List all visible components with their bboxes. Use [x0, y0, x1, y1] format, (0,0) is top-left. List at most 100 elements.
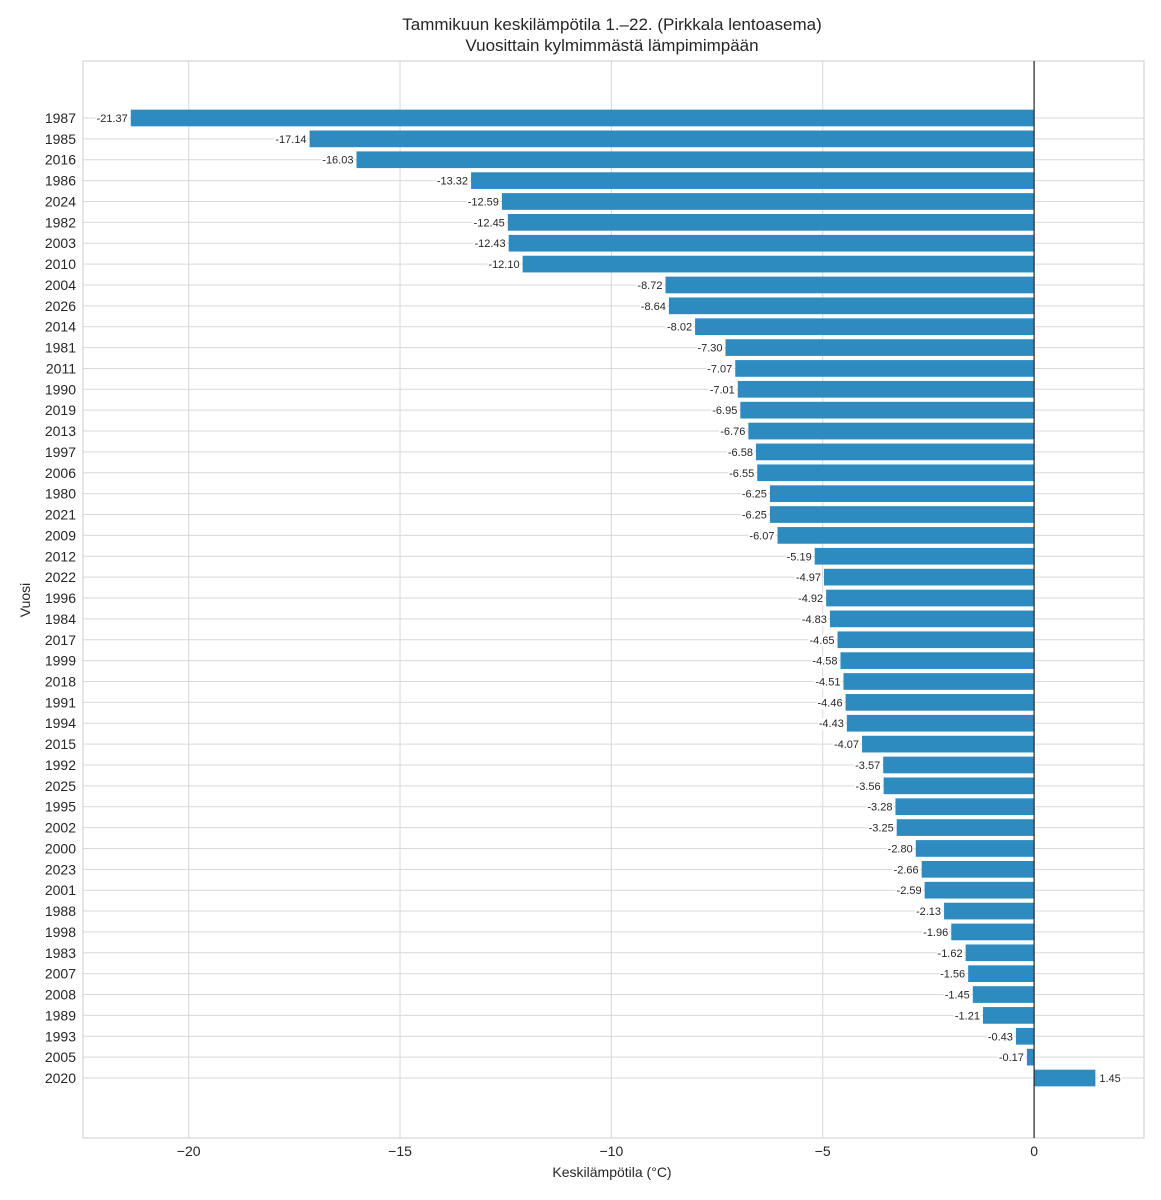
- bar: [921, 860, 1035, 878]
- bar: [735, 360, 1035, 377]
- bar-label-background: [274, 133, 308, 146]
- y-tick-label: 2010: [45, 256, 76, 272]
- x-tick-label: −10: [600, 1143, 624, 1159]
- bar-value-label: -7.07: [707, 363, 732, 375]
- y-tick-label: 2016: [45, 152, 76, 168]
- bar-value-label: -6.25: [742, 510, 767, 522]
- bar: [665, 276, 1035, 294]
- bar-value-label: -2.59: [897, 885, 922, 897]
- bar-value-label: -8.64: [641, 301, 666, 313]
- y-tick-label: 2026: [45, 298, 76, 314]
- y-tick-label: 1980: [45, 486, 76, 502]
- y-tick-label: 2007: [45, 966, 76, 982]
- bar-value-label: -4.46: [817, 697, 842, 709]
- bar-value-label: -12.45: [474, 217, 505, 229]
- y-tick-label: 1997: [45, 444, 76, 460]
- bar: [982, 1007, 1035, 1024]
- chart-title: Tammikuun keskilämpötila 1.–22. (Pirkkal…: [402, 15, 822, 34]
- y-tick-label: 1989: [45, 1007, 76, 1023]
- bar: [740, 401, 1035, 419]
- bar-value-label: -16.03: [322, 155, 353, 167]
- bar: [965, 944, 1035, 962]
- bar-label-background: [636, 279, 664, 292]
- bar-label-background: [886, 843, 914, 856]
- bar-value-label: -17.14: [275, 134, 306, 146]
- bar: [769, 485, 1035, 503]
- bar-label-background: [867, 822, 895, 835]
- bar-label-background: [854, 759, 882, 772]
- x-tick-label: −15: [388, 1143, 412, 1159]
- bar-value-label: -7.01: [710, 384, 735, 396]
- x-axis-label: Keskilämpötila (°C): [552, 1164, 671, 1180]
- bar-value-label: -5.19: [787, 551, 812, 563]
- bar: [951, 923, 1035, 941]
- bar: [840, 652, 1035, 669]
- bar-value-label: -6.76: [720, 426, 745, 438]
- bar-label-background: [435, 175, 470, 188]
- y-tick-label: 1999: [45, 653, 76, 669]
- bar-label-background: [726, 446, 754, 459]
- bar: [845, 694, 1035, 711]
- bar: [725, 339, 1035, 356]
- bar-value-label: -0.43: [988, 1031, 1013, 1043]
- bar-value-label: -6.07: [749, 530, 774, 542]
- bar-label-background: [953, 1010, 981, 1023]
- y-tick-label: 1991: [45, 694, 76, 710]
- bar-label-background: [472, 217, 506, 230]
- bar-label-background: [811, 655, 839, 668]
- bar: [843, 673, 1035, 690]
- bar-label-background: [740, 509, 768, 522]
- bar-value-label: 1.45: [1099, 1073, 1120, 1085]
- bar: [737, 380, 1035, 398]
- y-tick-label: 2015: [45, 736, 76, 752]
- y-tick-label: 2017: [45, 632, 76, 648]
- bar-label-background: [719, 426, 747, 439]
- y-tick-label: 1995: [45, 799, 76, 815]
- y-tick-label: 2021: [45, 507, 76, 523]
- bar-value-label: -4.83: [802, 614, 827, 626]
- bar: [883, 756, 1035, 774]
- bar: [895, 798, 1035, 816]
- bar: [130, 109, 1035, 127]
- bar: [915, 840, 1035, 857]
- bar: [769, 506, 1035, 523]
- plot-frame: [82, 60, 1145, 1139]
- bar-value-label: -4.43: [819, 718, 844, 730]
- bar: [968, 965, 1035, 983]
- bar-value-label: -0.17: [999, 1052, 1024, 1064]
- bar-label-background: [817, 718, 845, 731]
- y-tick-label: 1982: [45, 214, 76, 230]
- bar-value-label: -1.62: [938, 948, 963, 960]
- bar-label-background: [832, 739, 861, 752]
- y-tick-label: 1993: [45, 1028, 76, 1044]
- tick-layer: −20 −15 −10 −5 0 1987 1985 2016 1986 2024 1982 2003…: [45, 110, 1038, 1159]
- bar-value-label: -3.28: [867, 802, 892, 814]
- bar: [755, 443, 1035, 461]
- y-tick-label: 1981: [45, 340, 76, 356]
- bar-label-background: [706, 363, 734, 376]
- y-tick-label: 2018: [45, 673, 76, 689]
- bar: [896, 819, 1035, 836]
- bar-value-label: -1.96: [923, 927, 948, 939]
- bar-label-background: [711, 405, 739, 418]
- bar-layer: [130, 109, 1096, 1087]
- y-tick-label: 2022: [45, 569, 76, 585]
- bar-value-label: -21.37: [97, 113, 128, 125]
- y-tick-label: 2011: [46, 360, 76, 376]
- y-tick-label: 2013: [45, 423, 76, 439]
- bar-label-background: [728, 467, 756, 480]
- bar: [695, 318, 1035, 336]
- bar-label-background: [466, 196, 500, 209]
- bar-label-background: [892, 864, 920, 877]
- bar: [846, 714, 1035, 732]
- y-tick-label: 2002: [45, 820, 76, 836]
- bar: [471, 172, 1035, 189]
- y-tick-label: 2001: [45, 882, 76, 898]
- bar-value-label: -8.02: [667, 322, 692, 334]
- y-tick-label: 1994: [45, 715, 76, 731]
- y-tick-label: 2014: [45, 319, 76, 335]
- bar: [668, 297, 1035, 315]
- bar: [837, 631, 1035, 649]
- y-tick-label: 1986: [45, 173, 76, 189]
